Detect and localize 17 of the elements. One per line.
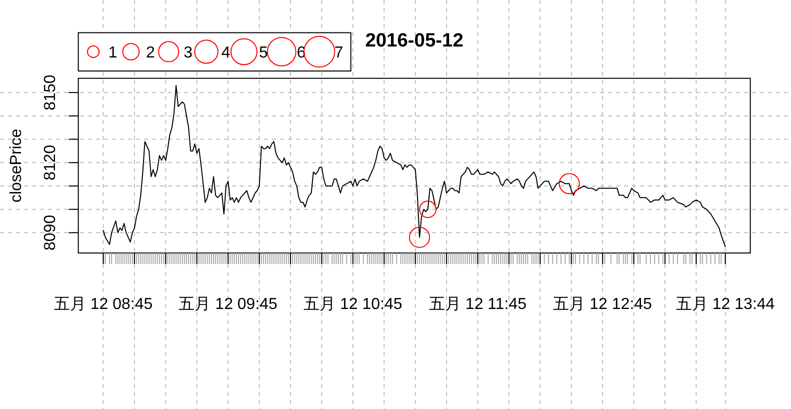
x-tick-label: 五月 12 10:45 (304, 296, 402, 313)
x-tick-label: 五月 12 11:45 (428, 296, 527, 313)
x-tick-label: 五月 12 08:45 (54, 296, 153, 313)
y-tick-label: 8150 (42, 74, 59, 110)
chart-title: 2016-05-12 (365, 30, 464, 52)
legend-label: 5 (259, 44, 268, 62)
x-tick-label: 五月 12 12:45 (553, 296, 652, 313)
x-tick-label: 五月 12 13:44 (676, 296, 775, 313)
legend-label: 4 (221, 44, 230, 62)
y-tick-label: 8120 (42, 144, 59, 180)
legend-label: 1 (108, 44, 118, 62)
legend-label: 3 (184, 44, 193, 62)
y-tick-label: 8090 (42, 214, 59, 250)
legend-label: 7 (334, 44, 344, 62)
y-axis-title: closePrice (8, 128, 25, 203)
legend-label: 2 (146, 44, 156, 62)
x-tick-label: 五月 12 09:45 (178, 296, 278, 313)
